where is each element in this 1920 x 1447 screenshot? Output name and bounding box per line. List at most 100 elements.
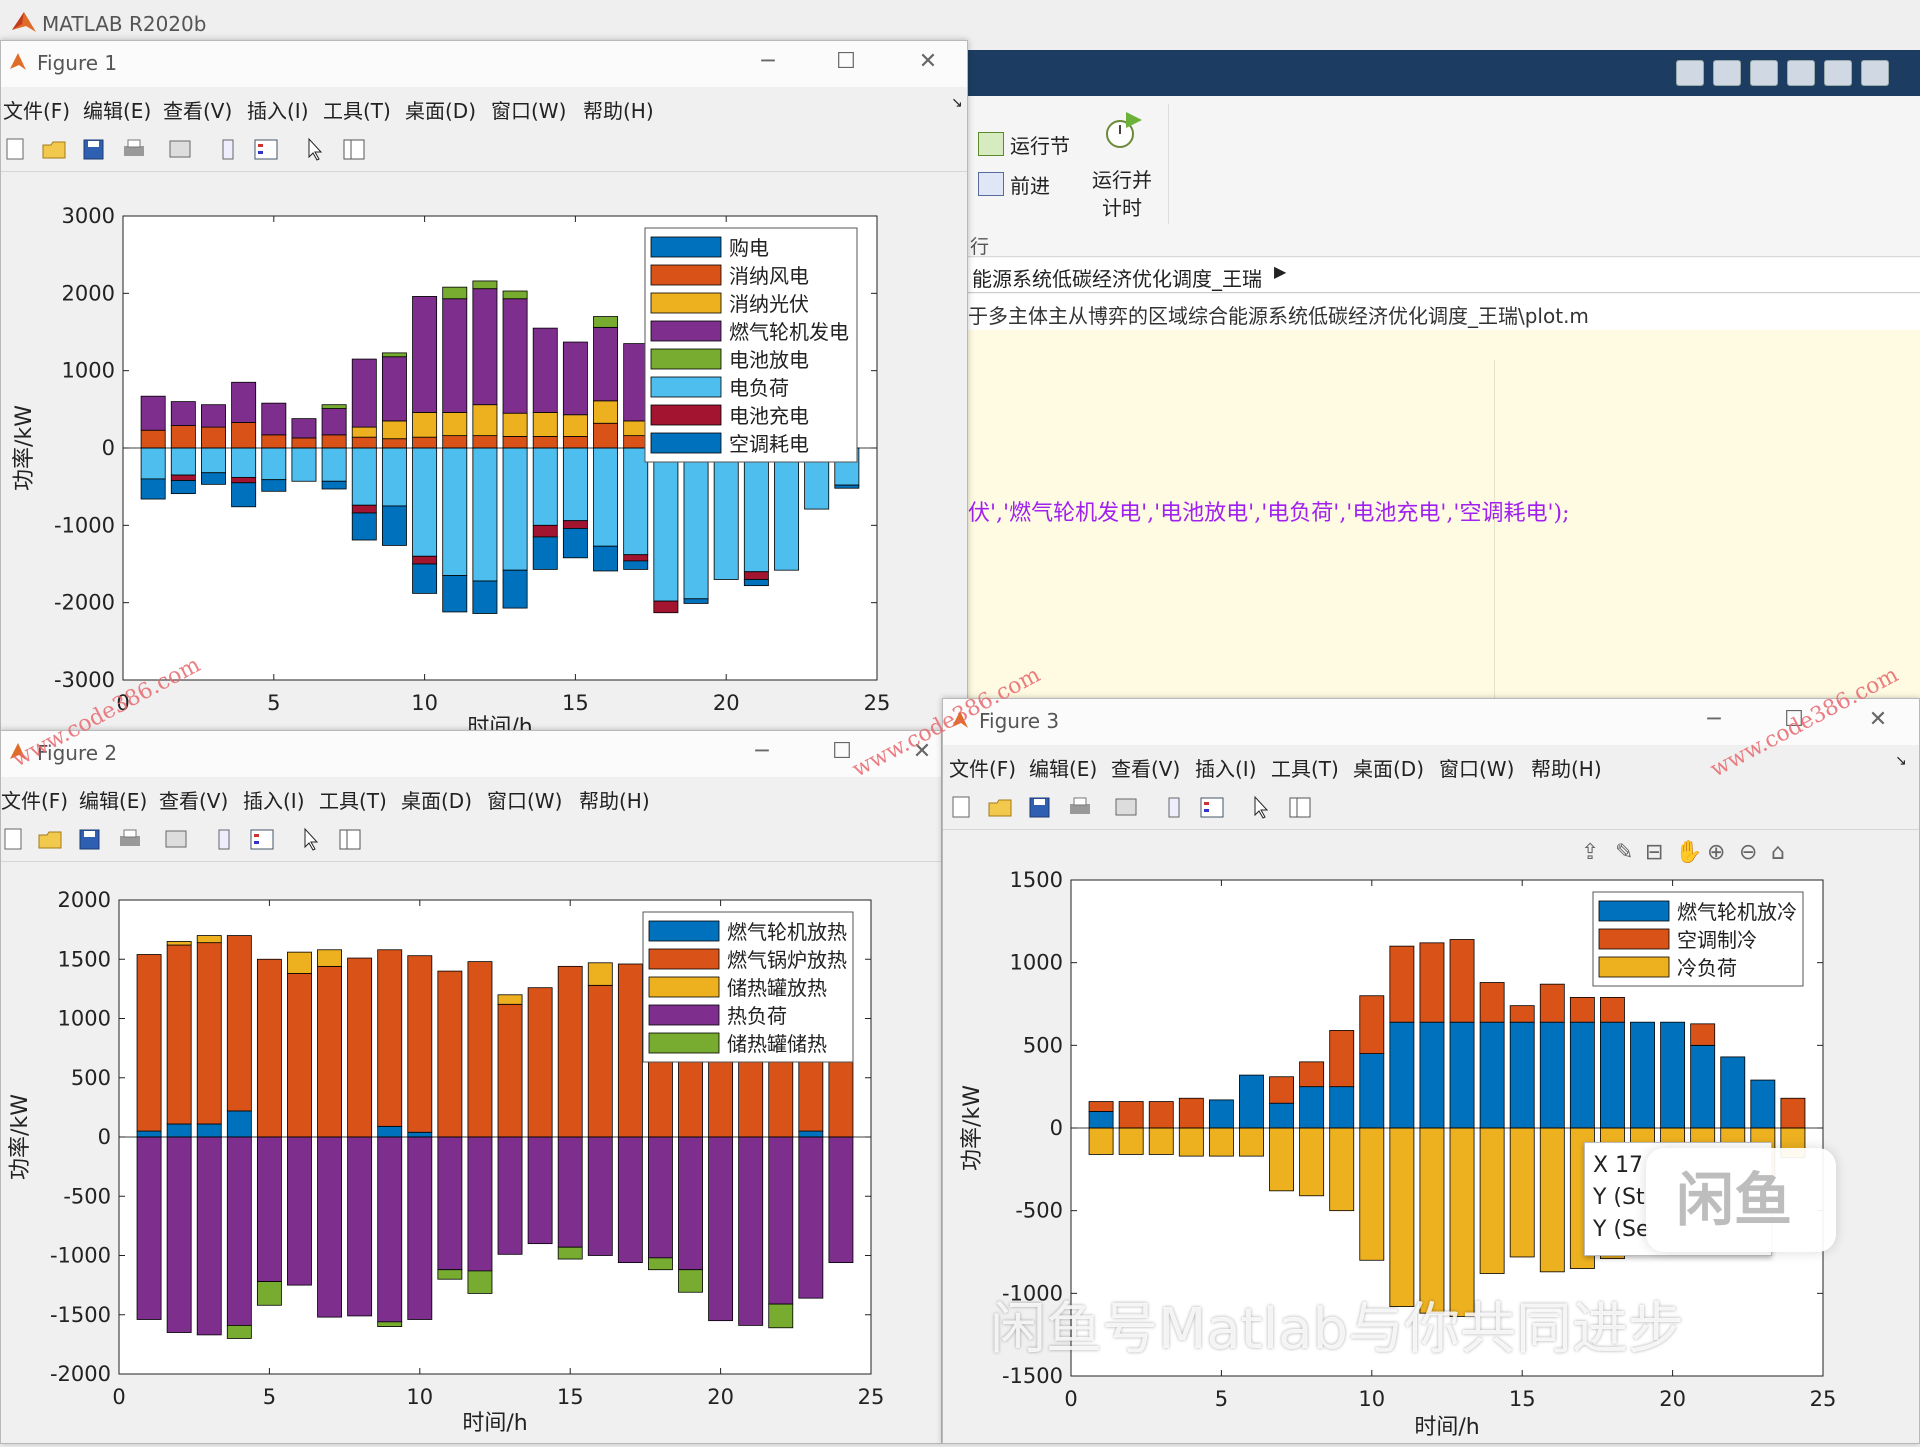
x-tick-label: 5 (1215, 1387, 1228, 1411)
minimize-icon[interactable]: ─ (761, 49, 775, 74)
maximize-icon[interactable]: ☐ (836, 49, 856, 74)
menu-edit[interactable]: 编辑(E) (83, 99, 152, 123)
open-file-icon[interactable] (37, 827, 63, 851)
menu-window[interactable]: 窗口(W) (1439, 757, 1515, 781)
pan-icon[interactable]: ✋ (1675, 840, 1703, 865)
editor-margin-line (1494, 360, 1495, 700)
bar-segment (1299, 1086, 1325, 1129)
code-line[interactable]: 伏','燃气轮机发电','电池放电','电负荷','电池充电','空调耗电'); (968, 501, 1570, 526)
print-icon[interactable] (121, 137, 147, 161)
menu-file[interactable]: 文件(F) (3, 99, 71, 123)
new-figure-icon[interactable] (3, 137, 29, 161)
dock-arrow-icon[interactable]: ↘ (951, 95, 963, 111)
close-icon[interactable]: ✕ (1868, 707, 1888, 732)
figure-1-titlebar[interactable]: Figure 1 ─ ☐ ✕ (1, 41, 967, 87)
open-file-icon[interactable] (41, 137, 67, 161)
run-section-button[interactable]: 运行节 (1010, 134, 1070, 158)
legend-icon[interactable] (253, 137, 279, 161)
save-icon[interactable] (1676, 60, 1704, 86)
figure-3-chart[interactable]: 0 5 10 15 20 25 -1500 -1000 -500 0 500 1000 1500 功率/k… (943, 830, 1917, 1443)
menu-desktop[interactable]: 桌面(D) (405, 99, 477, 123)
save-figure-icon[interactable] (81, 137, 107, 161)
advance-button[interactable]: 前进 (1010, 174, 1050, 198)
menu-file[interactable]: 文件(F) (1, 789, 69, 813)
link-plot-icon[interactable] (1113, 795, 1139, 819)
run-and-time-label-1[interactable]: 运行并 (1092, 168, 1152, 192)
bar-segment (743, 447, 769, 573)
maximize-icon[interactable]: ☐ (832, 739, 852, 764)
menu-help[interactable]: 帮助(H) (583, 99, 654, 123)
property-editor-icon[interactable] (337, 827, 363, 851)
menu-tools[interactable]: 工具(T) (1271, 757, 1339, 781)
menu-desktop[interactable]: 桌面(D) (1353, 757, 1425, 781)
colorbar-icon[interactable] (215, 137, 241, 161)
new-figure-icon[interactable] (1, 827, 27, 851)
print-icon[interactable] (117, 827, 143, 851)
export-icon[interactable]: ⇪ (1581, 840, 1600, 865)
figure-2-chart[interactable]: 0 5 10 15 20 25 -2000 -1500 -1000 -500 0 500 1000 150… (1, 862, 941, 1443)
run-and-time-icon[interactable] (1102, 110, 1144, 152)
menu-window[interactable]: 窗口(W) (491, 99, 567, 123)
figure-2-window[interactable]: Figure 2 ─ ☐ ✕ 文件(F) 编辑(E) 查看(V) 插入(I) 工… (0, 730, 942, 1444)
figure-2-titlebar[interactable]: Figure 2 ─ ☐ ✕ (1, 731, 941, 777)
save-figure-icon[interactable] (77, 827, 103, 851)
copy-icon[interactable] (1750, 60, 1778, 86)
paste-icon[interactable] (1787, 60, 1815, 86)
figure-1-plot-area: 0 5 10 15 20 25 -3000 -2000 -1000 0 1000 2000 3000 功率… (1, 172, 967, 740)
minimize-icon[interactable]: ─ (755, 739, 769, 764)
undo-icon[interactable] (1824, 60, 1852, 86)
edit-plot-cursor-icon[interactable] (299, 827, 325, 851)
cut-icon[interactable] (1713, 60, 1741, 86)
menu-edit[interactable]: 编辑(E) (79, 789, 148, 813)
colorbar-icon[interactable] (1161, 795, 1187, 819)
property-editor-icon[interactable] (341, 137, 367, 161)
menu-view[interactable]: 查看(V) (1111, 757, 1181, 781)
redo-icon[interactable] (1861, 60, 1889, 86)
edit-plot-cursor-icon[interactable] (303, 137, 329, 161)
figure-3-titlebar[interactable]: Figure 3 ─ ☐ ✕ (943, 699, 1919, 745)
open-file-icon[interactable] (987, 795, 1013, 819)
figure-1-window[interactable]: Figure 1 ─ ☐ ✕ 文件(F) 编辑(E) 查看(V) 插入(I) 工… (0, 40, 968, 740)
address-bar[interactable]: 能源系统低碳经济优化调度_王瑞 ▶ (968, 258, 1920, 293)
home-icon[interactable]: ⌂ (1771, 840, 1785, 865)
menu-view[interactable]: 查看(V) (159, 789, 229, 813)
new-figure-icon[interactable] (949, 795, 975, 819)
brush-icon[interactable]: ✎ (1615, 840, 1634, 865)
bar-segment (347, 957, 373, 1138)
menu-help[interactable]: 帮助(H) (579, 789, 650, 813)
dock-arrow-icon[interactable]: ↘ (1895, 753, 1907, 769)
datatip-icon[interactable]: ⊟ (1645, 840, 1664, 865)
link-plot-icon[interactable] (167, 137, 193, 161)
run-and-time-label-2[interactable]: 计时 (1102, 196, 1142, 220)
close-icon[interactable]: ✕ (912, 739, 932, 764)
menu-edit[interactable]: 编辑(E) (1029, 757, 1098, 781)
menu-desktop[interactable]: 桌面(D) (401, 789, 473, 813)
zoom-in-icon[interactable]: ⊕ (1707, 840, 1726, 865)
menu-insert[interactable]: 插入(I) (247, 99, 309, 123)
maximize-icon[interactable]: ☐ (1784, 707, 1804, 732)
minimize-icon[interactable]: ─ (1707, 707, 1721, 732)
menu-view[interactable]: 查看(V) (163, 99, 233, 123)
figure-3-window[interactable]: Figure 3 ─ ☐ ✕ 文件(F) 编辑(E) 查看(V) 插入(I) 工… (942, 698, 1920, 1444)
zoom-out-icon[interactable]: ⊖ (1739, 840, 1758, 865)
legend-icon[interactable] (1199, 795, 1225, 819)
menu-insert[interactable]: 插入(I) (1195, 757, 1257, 781)
property-editor-icon[interactable] (1287, 795, 1313, 819)
menu-file[interactable]: 文件(F) (949, 757, 1017, 781)
colorbar-icon[interactable] (211, 827, 237, 851)
print-icon[interactable] (1067, 795, 1093, 819)
close-icon[interactable]: ✕ (918, 49, 938, 74)
menu-insert[interactable]: 插入(I) (243, 789, 305, 813)
menu-tools[interactable]: 工具(T) (323, 99, 391, 123)
link-plot-icon[interactable] (163, 827, 189, 851)
menu-window[interactable]: 窗口(W) (487, 789, 563, 813)
bar-segment (170, 480, 196, 495)
edit-plot-cursor-icon[interactable] (1249, 795, 1275, 819)
save-figure-icon[interactable] (1027, 795, 1053, 819)
address-chevron-icon[interactable]: ▶ (1274, 262, 1287, 281)
menu-help[interactable]: 帮助(H) (1531, 757, 1602, 781)
figure-1-chart[interactable]: 0 5 10 15 20 25 -3000 -2000 -1000 0 1000 2000 3000 功率… (1, 172, 965, 740)
code-editor[interactable]: 伏','燃气轮机发电','电池放电','电负荷','电池充电','空调耗电'); (968, 330, 1920, 710)
menu-tools[interactable]: 工具(T) (319, 789, 387, 813)
legend-icon[interactable] (249, 827, 275, 851)
